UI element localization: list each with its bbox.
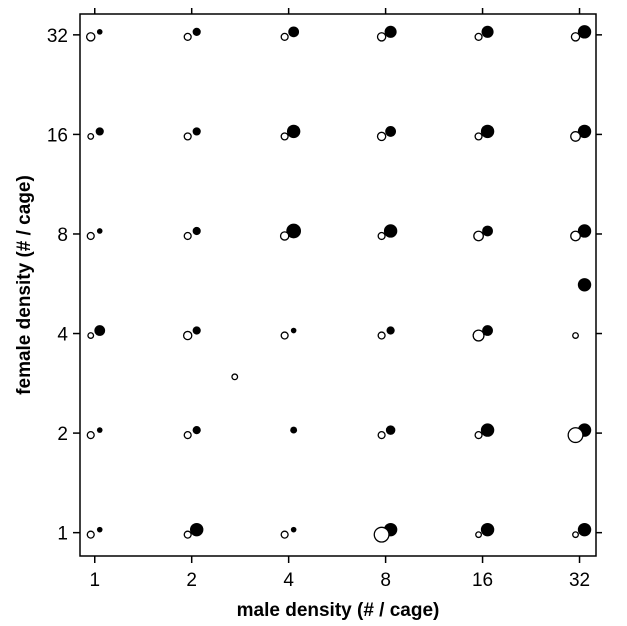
filled-point — [480, 124, 495, 139]
open-point — [570, 230, 581, 242]
open-point — [474, 32, 483, 41]
open-point — [473, 230, 484, 242]
open-point — [570, 131, 581, 142]
open-point — [86, 430, 95, 440]
filled-point — [385, 425, 396, 435]
open-point — [474, 132, 483, 141]
open-point — [86, 231, 95, 241]
filled-point — [577, 522, 592, 537]
open-point — [183, 231, 192, 241]
filled-point — [290, 426, 298, 434]
open-point — [231, 373, 239, 381]
open-point — [182, 330, 193, 341]
open-point — [87, 332, 95, 339]
y-tick-label: 16 — [47, 125, 68, 146]
x-tick-label: 8 — [380, 570, 391, 591]
filled-point — [96, 427, 103, 433]
filled-point — [288, 26, 300, 38]
open-point — [183, 32, 192, 41]
x-tick-label: 16 — [472, 570, 493, 591]
open-point — [377, 430, 386, 440]
y-tick-label: 2 — [57, 424, 68, 445]
y-tick-label: 1 — [57, 524, 68, 545]
open-point — [572, 531, 579, 539]
open-point — [86, 530, 95, 539]
open-point — [377, 231, 386, 241]
y-tick-label: 8 — [57, 225, 68, 246]
open-point — [376, 32, 387, 42]
x-tick-label: 2 — [186, 570, 197, 591]
filled-point — [480, 423, 495, 437]
open-point — [475, 531, 483, 539]
x-tick-labels: 1 2 4 8 16 32 — [89, 570, 590, 591]
open-point — [87, 132, 95, 140]
y-tick-labels: 1 2 4 8 16 32 — [47, 26, 69, 545]
data-points — [85, 25, 592, 543]
open-point — [377, 331, 386, 340]
open-point — [376, 131, 387, 142]
filled-point — [577, 224, 592, 238]
filled-point — [96, 29, 103, 35]
open-point — [472, 329, 485, 342]
filled-point — [96, 526, 103, 533]
x-tick-label: 1 — [89, 570, 100, 591]
x-tick-label: 4 — [283, 570, 294, 591]
open-point — [183, 430, 192, 440]
filled-point — [385, 126, 397, 137]
plot-frame — [79, 13, 597, 557]
open-point — [570, 32, 581, 42]
filled-point — [482, 325, 493, 336]
filled-point — [481, 25, 494, 38]
filled-point — [192, 326, 201, 335]
y-tick-label: 32 — [47, 26, 68, 47]
filled-point — [383, 224, 398, 238]
open-point — [183, 132, 192, 141]
filled-point — [95, 127, 104, 136]
y-axis-title: female density (# / cage) — [14, 175, 35, 395]
filled-point — [96, 228, 103, 234]
x-axis-title: male density (# / cage) — [237, 600, 440, 621]
filled-point — [480, 522, 495, 537]
axis-ticks — [73, 8, 602, 563]
filled-point — [189, 522, 204, 537]
filled-point — [94, 325, 106, 336]
open-point — [183, 530, 192, 539]
y-tick-label: 4 — [57, 325, 68, 346]
x-tick-label: 32 — [569, 570, 590, 591]
filled-point — [192, 27, 201, 36]
filled-point — [482, 225, 493, 237]
open-point — [373, 526, 390, 543]
filled-point — [290, 327, 297, 334]
filled-point — [577, 25, 592, 39]
filled-point — [286, 124, 301, 139]
filled-point — [577, 124, 592, 139]
open-point — [474, 430, 483, 440]
open-point — [85, 32, 96, 42]
open-point — [567, 427, 584, 444]
filled-point — [192, 226, 201, 236]
open-point — [280, 32, 289, 41]
open-point — [280, 132, 289, 141]
open-point — [280, 530, 289, 539]
open-point — [572, 332, 579, 339]
open-point — [279, 231, 290, 241]
filled-point — [286, 223, 302, 239]
filled-point — [192, 127, 201, 136]
filled-point — [386, 326, 395, 335]
filled-point — [384, 25, 397, 38]
filled-point — [577, 278, 592, 292]
open-point — [280, 331, 289, 340]
filled-point — [290, 526, 297, 533]
filled-point — [192, 425, 201, 435]
